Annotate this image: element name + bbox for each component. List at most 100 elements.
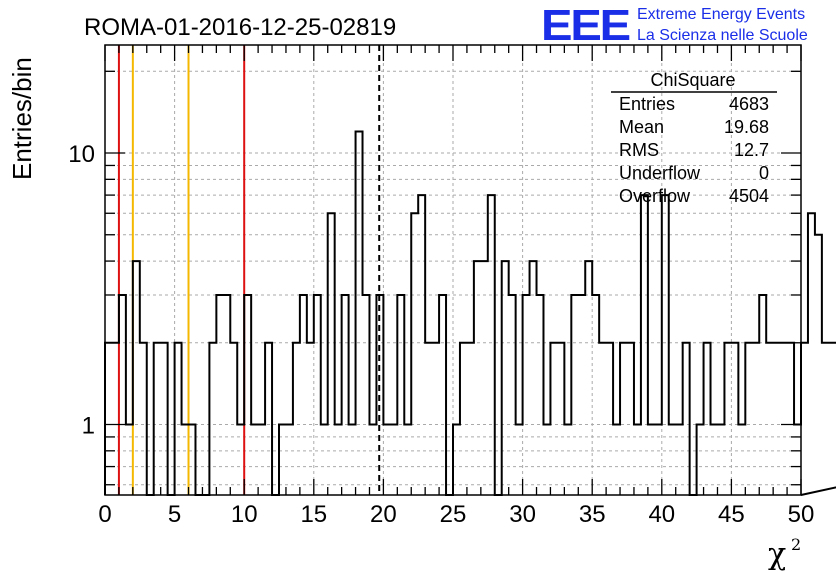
x-tick-label: 20 bbox=[370, 501, 397, 528]
histogram-bin bbox=[314, 295, 321, 495]
x-tick-label: 45 bbox=[718, 501, 745, 528]
x-tick-label: 50 bbox=[788, 501, 815, 528]
histogram-bin bbox=[704, 343, 711, 495]
x-tick-label: 35 bbox=[579, 501, 606, 528]
histogram-bin bbox=[439, 295, 446, 495]
y-tick-label: 10 bbox=[68, 141, 95, 168]
histogram-bin bbox=[432, 343, 439, 495]
x-tick-label: 40 bbox=[648, 501, 675, 528]
histogram-bin bbox=[112, 343, 119, 495]
histogram-bin bbox=[641, 195, 648, 495]
histogram-bin bbox=[606, 343, 613, 495]
stats-value: 4504 bbox=[729, 186, 769, 206]
histogram-bin bbox=[161, 343, 168, 495]
histogram-bin bbox=[154, 343, 161, 495]
histogram-bin bbox=[307, 343, 314, 495]
histogram-bin bbox=[293, 343, 300, 495]
x-tick-label: 30 bbox=[509, 501, 536, 528]
y-axis-label: Entries/bin bbox=[7, 57, 37, 180]
histogram-bin bbox=[745, 343, 752, 495]
stats-label: RMS bbox=[619, 140, 659, 160]
histogram-bin bbox=[578, 295, 585, 495]
histogram-outline bbox=[104, 130, 836, 496]
histogram-bin bbox=[467, 343, 474, 495]
histogram-bin bbox=[822, 343, 829, 495]
histogram-bin bbox=[662, 195, 669, 495]
histogram-bin bbox=[773, 343, 780, 495]
histogram-bin bbox=[356, 132, 363, 495]
vertical-markers bbox=[117, 45, 381, 495]
stats-title: ChiSquare bbox=[650, 70, 735, 90]
histogram-bin bbox=[537, 295, 544, 495]
histogram-bin bbox=[418, 195, 425, 495]
histogram-bin bbox=[474, 261, 481, 495]
histogram-bin bbox=[397, 295, 404, 495]
histogram-bin bbox=[585, 261, 592, 495]
histogram-bin bbox=[808, 213, 815, 495]
x-tick-label: 5 bbox=[168, 501, 181, 528]
stats-label: Mean bbox=[619, 117, 664, 137]
histogram-bin bbox=[829, 343, 836, 495]
x-tick-label: 10 bbox=[231, 501, 258, 528]
stats-label: Underflow bbox=[619, 163, 701, 183]
histogram-bin bbox=[752, 343, 759, 495]
histogram-bin bbox=[592, 295, 599, 495]
histogram-bin bbox=[216, 295, 223, 495]
histogram-bin bbox=[460, 343, 467, 495]
x-tick-label: 0 bbox=[98, 501, 111, 528]
histogram-bin bbox=[509, 295, 516, 495]
histogram-bin bbox=[815, 235, 822, 495]
histogram-bin bbox=[731, 343, 738, 495]
axes: 0 5 10 15 20 25 30 35 40 45 50 1 10 bbox=[68, 44, 815, 528]
histogram-bin bbox=[265, 343, 272, 495]
histogram-bin bbox=[571, 295, 578, 495]
histogram-bin bbox=[425, 343, 432, 495]
x-tick-label: 15 bbox=[300, 501, 327, 528]
histogram-bin bbox=[105, 343, 112, 495]
eee-logo-text: EEE bbox=[541, 1, 630, 50]
histogram-bin bbox=[411, 213, 418, 495]
histogram-bin bbox=[481, 261, 488, 495]
brand-line-1: Extreme Energy Events bbox=[637, 6, 805, 23]
x-axis-label-main: χ bbox=[768, 537, 786, 572]
histogram-bin bbox=[119, 295, 126, 495]
histogram-bin bbox=[488, 195, 495, 495]
histogram-bin bbox=[627, 343, 634, 495]
histogram-bin bbox=[244, 295, 251, 495]
histogram bbox=[104, 130, 836, 496]
histogram-bin bbox=[557, 343, 564, 495]
histogram-bin bbox=[759, 295, 766, 495]
stats-value: 12.7 bbox=[734, 140, 769, 160]
histogram-bin bbox=[342, 295, 349, 495]
histogram-bin bbox=[502, 261, 509, 495]
histogram-bin bbox=[683, 343, 690, 495]
x-axis-label: χ bbox=[768, 537, 786, 572]
histogram-bin bbox=[530, 261, 537, 495]
histogram-bin bbox=[376, 295, 383, 495]
stats-label: Entries bbox=[619, 94, 675, 114]
stats-value: 4683 bbox=[729, 94, 769, 114]
stats-rows: Entries 4683 Mean 19.68 RMS 12.7 Underflow 0 Ove… bbox=[619, 94, 769, 206]
histogram-bin bbox=[300, 295, 307, 495]
histogram-bin bbox=[787, 343, 794, 495]
histogram-bin bbox=[363, 295, 370, 495]
stats-box: ChiSquare Entries 4683 Mean 19.68 RMS 12.7 Und… bbox=[611, 70, 777, 206]
stats-value: 19.68 bbox=[724, 117, 769, 137]
histogram-bin bbox=[780, 343, 787, 495]
histogram-bin bbox=[133, 261, 140, 495]
histogram-bin bbox=[209, 343, 216, 495]
histogram-bin bbox=[223, 295, 230, 495]
histogram-bin bbox=[801, 343, 808, 495]
histogram-bin bbox=[599, 343, 606, 495]
brand-line-2: La Scienza nelle Scuole bbox=[637, 27, 808, 44]
histogram-bin bbox=[766, 343, 773, 495]
y-tick-label: 1 bbox=[82, 413, 95, 440]
eee-logo: EEE Extreme Energy Events La Scienza nel… bbox=[541, 1, 808, 50]
histogram-bin bbox=[175, 343, 182, 495]
run-title: ROMA-01-2016-12-25-02819 bbox=[84, 14, 396, 41]
histogram-bin bbox=[140, 343, 147, 495]
histogram-bin bbox=[550, 343, 557, 495]
x-axis-label-superscript: 2 bbox=[791, 535, 801, 554]
stats-label: Overflow bbox=[619, 186, 691, 206]
